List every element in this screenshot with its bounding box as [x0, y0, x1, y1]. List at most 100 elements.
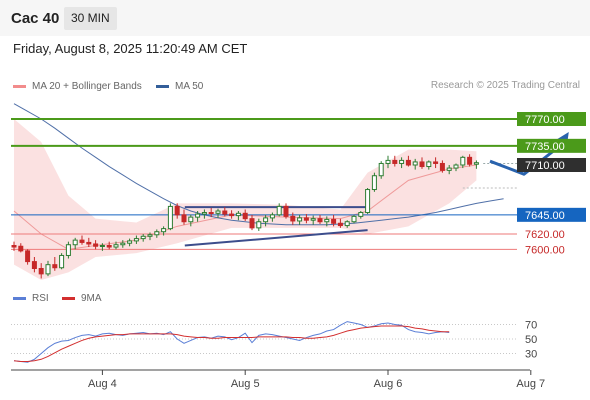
level-label-7770.00: 7770.00 [525, 114, 565, 126]
candle-body [106, 245, 112, 248]
candle-body [188, 216, 194, 223]
candle-body [235, 212, 241, 217]
ma50-legend-label: MA 50 [175, 81, 204, 92]
candle-body [256, 221, 262, 229]
interval-selector[interactable]: 30 MIN [64, 7, 117, 30]
candle-body [473, 162, 479, 165]
rsi-legend-label: RSI [32, 293, 49, 304]
candle-body [453, 164, 459, 169]
candle-body [127, 240, 133, 244]
candle-body [269, 214, 275, 219]
x-tick-label: Aug 5 [231, 378, 260, 390]
candle-body [399, 159, 405, 164]
candle-body [371, 175, 377, 191]
rsi-ma-legend-label: 9MA [81, 293, 102, 304]
level-label-7600.00: 7600.00 [525, 244, 565, 256]
candle-body [25, 250, 31, 263]
candle-body [392, 159, 398, 164]
x-tick-label: Aug 6 [374, 378, 403, 390]
candle-body [11, 245, 17, 248]
chart-datetime: Friday, August 8, 2025 11:20:49 AM CET [13, 41, 248, 56]
level-label-bg [517, 138, 586, 153]
candle-body [133, 238, 139, 242]
level-label-7710.00: 7710.00 [525, 160, 565, 172]
level-label-7735.00: 7735.00 [525, 141, 565, 153]
candle-body [331, 218, 337, 224]
candle-body [215, 210, 221, 214]
candle-body [65, 244, 71, 256]
candle-body [167, 205, 173, 230]
symbol-title: Cac 40 [11, 10, 60, 27]
channel-bottom-line [184, 229, 368, 247]
candle-body [93, 243, 99, 247]
candle-body [412, 161, 418, 166]
candle-body [249, 218, 255, 229]
candle-body [460, 156, 466, 166]
candle-body [38, 268, 44, 275]
candle-body [439, 162, 445, 171]
credit-text: Research © 2025 Trading Central [430, 80, 580, 91]
candle-body [99, 245, 105, 247]
candle-body [351, 215, 357, 223]
rsi-tick-label: 70 [525, 320, 537, 332]
candle-body [113, 244, 119, 248]
candle-body [263, 217, 269, 223]
candle-body [310, 218, 316, 221]
candle-body [303, 217, 309, 221]
level-label-bg [517, 207, 586, 222]
candle-body [18, 245, 24, 252]
candle-body [337, 222, 343, 227]
candle-body [229, 213, 235, 217]
candle-body [140, 235, 146, 240]
candle-body [405, 159, 411, 166]
candle-body [317, 218, 323, 223]
candle-body [222, 210, 228, 215]
level-label-bg [517, 158, 586, 172]
ma20-legend-swatch [13, 85, 26, 88]
candle-body [426, 161, 432, 168]
candle-body [52, 264, 58, 269]
candle-body [208, 212, 214, 215]
candle-body [344, 221, 350, 227]
candle-body [79, 239, 85, 243]
candle-body [201, 212, 207, 215]
candle-body [195, 213, 201, 218]
rsi-legend-swatch [13, 297, 26, 300]
candle-body [120, 242, 126, 246]
candle-body [72, 239, 78, 246]
candle-body [31, 261, 37, 270]
level-label-bg [517, 112, 586, 126]
candle-body [86, 241, 92, 245]
candle-body [419, 161, 425, 168]
rsi-ma-line [13, 325, 450, 362]
candle-body [174, 205, 180, 216]
ma20-legend-label: MA 20 + Bollinger Bands [32, 81, 142, 92]
candle-body [446, 167, 452, 171]
candle-body [385, 159, 391, 164]
candle-body [290, 215, 296, 222]
candle-body [324, 218, 330, 223]
level-label-7645.00: 7645.00 [525, 210, 565, 222]
candle-body [378, 162, 384, 177]
x-tick-label: Aug 4 [88, 378, 117, 390]
candle-body [358, 212, 364, 217]
rsi-line [13, 321, 450, 363]
candle-body [242, 212, 248, 220]
bollinger-band-area [14, 119, 477, 280]
x-tick-label: Aug 7 [516, 378, 545, 390]
ma50-legend-swatch [156, 85, 169, 88]
candle-body [147, 234, 153, 237]
candle-body [154, 231, 160, 236]
candle-body [59, 254, 65, 269]
rsi-tick-label: 30 [525, 349, 537, 361]
candle-body [433, 161, 439, 164]
rsi-ma-legend-swatch [62, 297, 75, 300]
candle-body [45, 264, 51, 275]
candle-body [467, 156, 473, 165]
candle-body [276, 205, 282, 216]
candle-body [161, 228, 167, 233]
candle-body [181, 214, 187, 223]
candle-body [283, 205, 289, 217]
candle-body [365, 189, 371, 214]
